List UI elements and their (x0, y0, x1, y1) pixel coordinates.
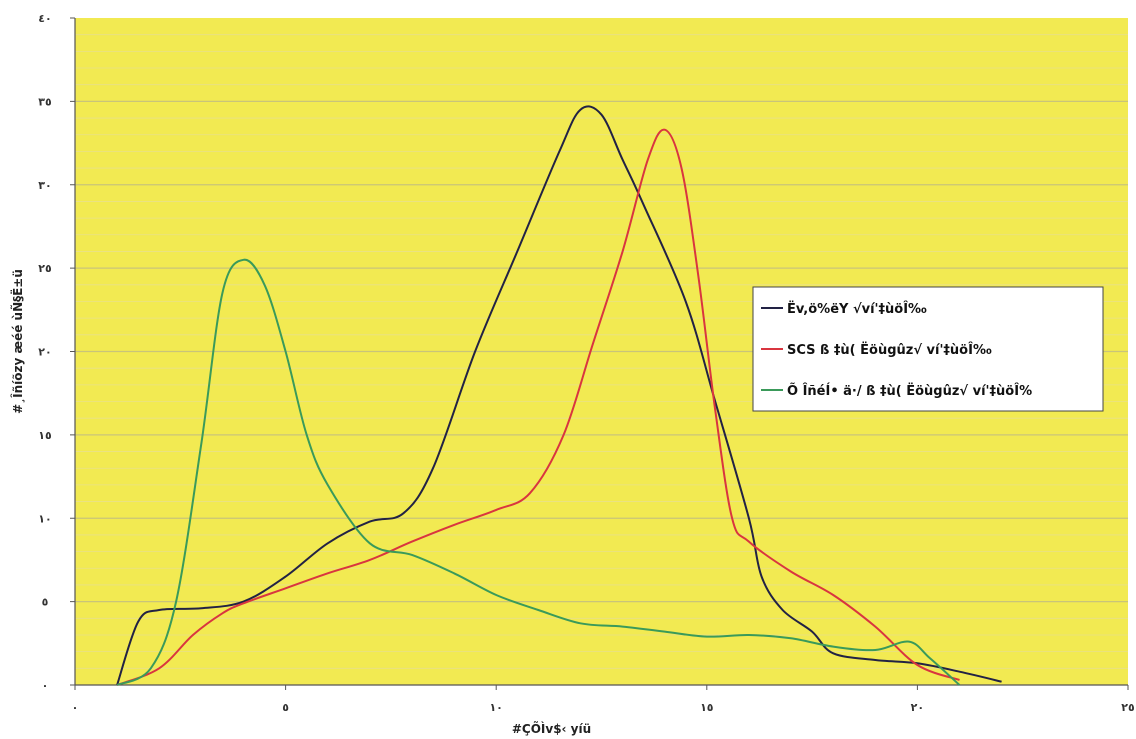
legend-label: Ëv,ö%ëY √ví'‡ùöÎ‰ (787, 301, 927, 317)
series-line-3 (116, 258, 961, 686)
series-lines (116, 105, 1002, 686)
y-tick-label: ٤٠ (38, 12, 51, 25)
series-line-2 (116, 128, 960, 686)
x-tick-label: ٢٥ (1121, 701, 1135, 714)
y-tick-label: ١٠ (38, 512, 51, 525)
x-tick-label: ١٥ (700, 701, 714, 714)
legend-box (752, 286, 1104, 412)
x-axis-label: #ÇÕÌv$‹ yíü (512, 721, 591, 736)
series-line-1 (116, 105, 1002, 686)
y-axis-label: #¸Îñíõzy æéé ùÑ§Ë±ü (10, 269, 25, 414)
y-tick-label: ٣٠ (38, 179, 51, 192)
y-tick-label: ٣٥ (38, 95, 52, 108)
x-tick-labels: ٠ ٥ ١٠ ١٥ ٢٠ ٢٥ (72, 685, 1135, 714)
y-tick-label: ١٥ (38, 429, 52, 442)
y-tick-labels: ٠ ٥ ١٠ ١٥ ٢٠ ٢٥ ٣٠ ٣٥ ٤٠ (38, 12, 75, 692)
y-tick-label: ٢٠ (38, 346, 51, 359)
y-tick-label: ٥ (42, 596, 49, 609)
legend-label: SCS ß ‡ù( Ëöùgûz√ ví'‡ùöÎ‰ (787, 342, 992, 358)
legend: Ëv,ö%ëY √ví'‡ùöÎ‰ SCS ß ‡ù( Ëöùgûz√ ví'‡ù… (752, 286, 1104, 412)
x-tick-label: ٠ (72, 701, 79, 714)
x-tick-label: ٢٠ (911, 701, 924, 714)
y-tick-label: ٠ (42, 679, 49, 692)
legend-label: Õ ÎñéÍ• ä·/ ß ‡ù( Ëöùgûz√ ví'‡ùöÎ% (787, 383, 1032, 399)
y-tick-label: ٢٥ (38, 262, 52, 275)
x-tick-label: ٥ (282, 701, 289, 714)
x-tick-label: ١٠ (489, 701, 502, 714)
